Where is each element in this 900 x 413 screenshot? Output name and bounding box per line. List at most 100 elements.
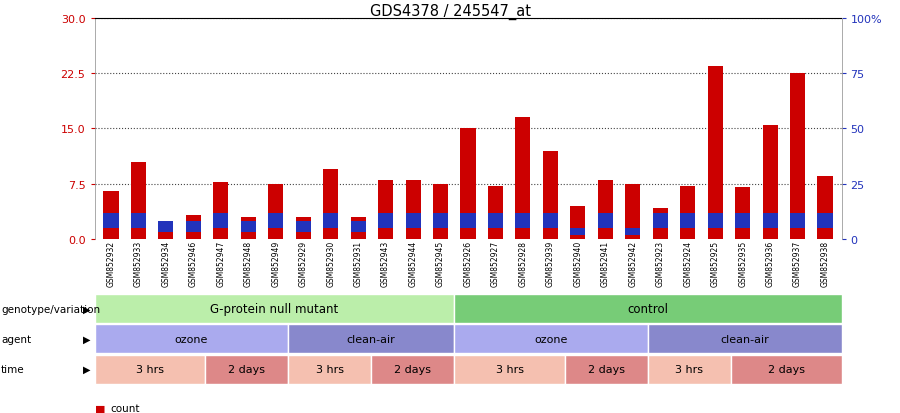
Text: GSM852936: GSM852936 <box>766 241 775 287</box>
Text: clean-air: clean-air <box>720 334 769 344</box>
Text: GSM852928: GSM852928 <box>518 241 527 287</box>
Text: time: time <box>1 364 24 374</box>
Text: GSM852932: GSM852932 <box>106 241 115 287</box>
Bar <box>680 187 696 240</box>
Text: ▶: ▶ <box>83 334 90 344</box>
Bar <box>406 214 420 228</box>
Text: ▶: ▶ <box>83 304 90 314</box>
Bar <box>461 214 475 228</box>
Text: 3 hrs: 3 hrs <box>496 364 524 374</box>
Bar <box>543 151 558 240</box>
Text: 2 days: 2 days <box>394 364 431 374</box>
Text: GSM852926: GSM852926 <box>464 241 472 287</box>
Bar <box>378 214 393 228</box>
Bar <box>817 214 833 228</box>
Text: GSM852923: GSM852923 <box>656 241 665 287</box>
Text: GSM852933: GSM852933 <box>134 241 143 287</box>
Text: GSM852939: GSM852939 <box>546 241 555 287</box>
Bar <box>130 162 146 240</box>
Text: GSM852935: GSM852935 <box>738 241 747 287</box>
Bar <box>323 214 338 228</box>
Bar <box>790 214 806 228</box>
Text: GSM852938: GSM852938 <box>821 241 830 287</box>
Bar <box>543 214 558 228</box>
Text: ▶: ▶ <box>83 364 90 374</box>
Bar <box>433 214 448 228</box>
Bar <box>296 217 310 240</box>
Bar <box>240 221 256 232</box>
Text: GSM852924: GSM852924 <box>683 241 692 287</box>
Text: 2 days: 2 days <box>768 364 805 374</box>
Text: agent: agent <box>1 334 31 344</box>
Bar <box>598 214 613 228</box>
Text: 2 days: 2 days <box>229 364 266 374</box>
Text: GSM852931: GSM852931 <box>354 241 363 287</box>
Bar <box>351 221 365 232</box>
Bar <box>652 214 668 228</box>
Text: GSM852934: GSM852934 <box>161 241 170 287</box>
Bar <box>762 214 778 228</box>
Bar <box>158 221 174 232</box>
Text: GSM852929: GSM852929 <box>299 241 308 287</box>
Bar <box>652 209 668 240</box>
Bar <box>268 184 284 240</box>
Text: clean-air: clean-air <box>346 334 395 344</box>
Bar <box>817 177 833 240</box>
Text: control: control <box>627 302 669 316</box>
Text: 2 days: 2 days <box>588 364 625 374</box>
Bar <box>378 180 393 240</box>
Text: GSM852947: GSM852947 <box>216 241 225 287</box>
Text: ozone: ozone <box>535 334 568 344</box>
Text: GSM852927: GSM852927 <box>491 241 500 287</box>
Bar <box>104 192 119 240</box>
Text: GSM852930: GSM852930 <box>326 241 335 287</box>
Bar <box>268 214 284 228</box>
Text: GSM852942: GSM852942 <box>628 241 637 287</box>
Bar <box>680 214 696 228</box>
Text: count: count <box>111 404 140 413</box>
Text: 3 hrs: 3 hrs <box>316 364 344 374</box>
Text: GSM852948: GSM852948 <box>244 241 253 287</box>
Bar <box>488 187 503 240</box>
Bar <box>626 228 640 236</box>
Bar <box>735 214 751 228</box>
Bar <box>213 182 229 240</box>
Text: GSM852949: GSM852949 <box>271 241 280 287</box>
Bar <box>323 170 338 240</box>
Bar <box>158 221 174 240</box>
Text: genotype/variation: genotype/variation <box>1 304 100 314</box>
Bar <box>571 206 585 240</box>
Bar <box>296 221 310 232</box>
Bar <box>213 214 229 228</box>
Bar <box>735 188 751 240</box>
Text: GDS4378 / 245547_at: GDS4378 / 245547_at <box>370 4 530 20</box>
Bar <box>516 214 530 228</box>
Text: 3 hrs: 3 hrs <box>136 364 164 374</box>
Text: GSM852946: GSM852946 <box>189 241 198 287</box>
Bar <box>351 217 365 240</box>
Bar <box>571 228 585 236</box>
Bar <box>104 214 119 228</box>
Bar <box>762 126 778 240</box>
Bar <box>130 214 146 228</box>
Bar <box>790 74 806 240</box>
Bar <box>406 180 420 240</box>
Bar <box>626 184 640 240</box>
Text: GSM852940: GSM852940 <box>573 241 582 287</box>
Bar <box>461 129 475 240</box>
Text: ■: ■ <box>94 404 105 413</box>
Bar <box>488 214 503 228</box>
Bar <box>185 221 201 232</box>
Bar <box>433 184 448 240</box>
Text: 3 hrs: 3 hrs <box>675 364 703 374</box>
Bar <box>707 214 723 228</box>
Text: GSM852941: GSM852941 <box>601 241 610 287</box>
Bar <box>598 180 613 240</box>
Text: GSM852944: GSM852944 <box>409 241 418 287</box>
Bar <box>516 118 530 240</box>
Text: ozone: ozone <box>175 334 208 344</box>
Text: G-protein null mutant: G-protein null mutant <box>211 302 338 316</box>
Bar <box>240 217 256 240</box>
Text: GSM852937: GSM852937 <box>793 241 802 287</box>
Bar <box>707 66 723 240</box>
